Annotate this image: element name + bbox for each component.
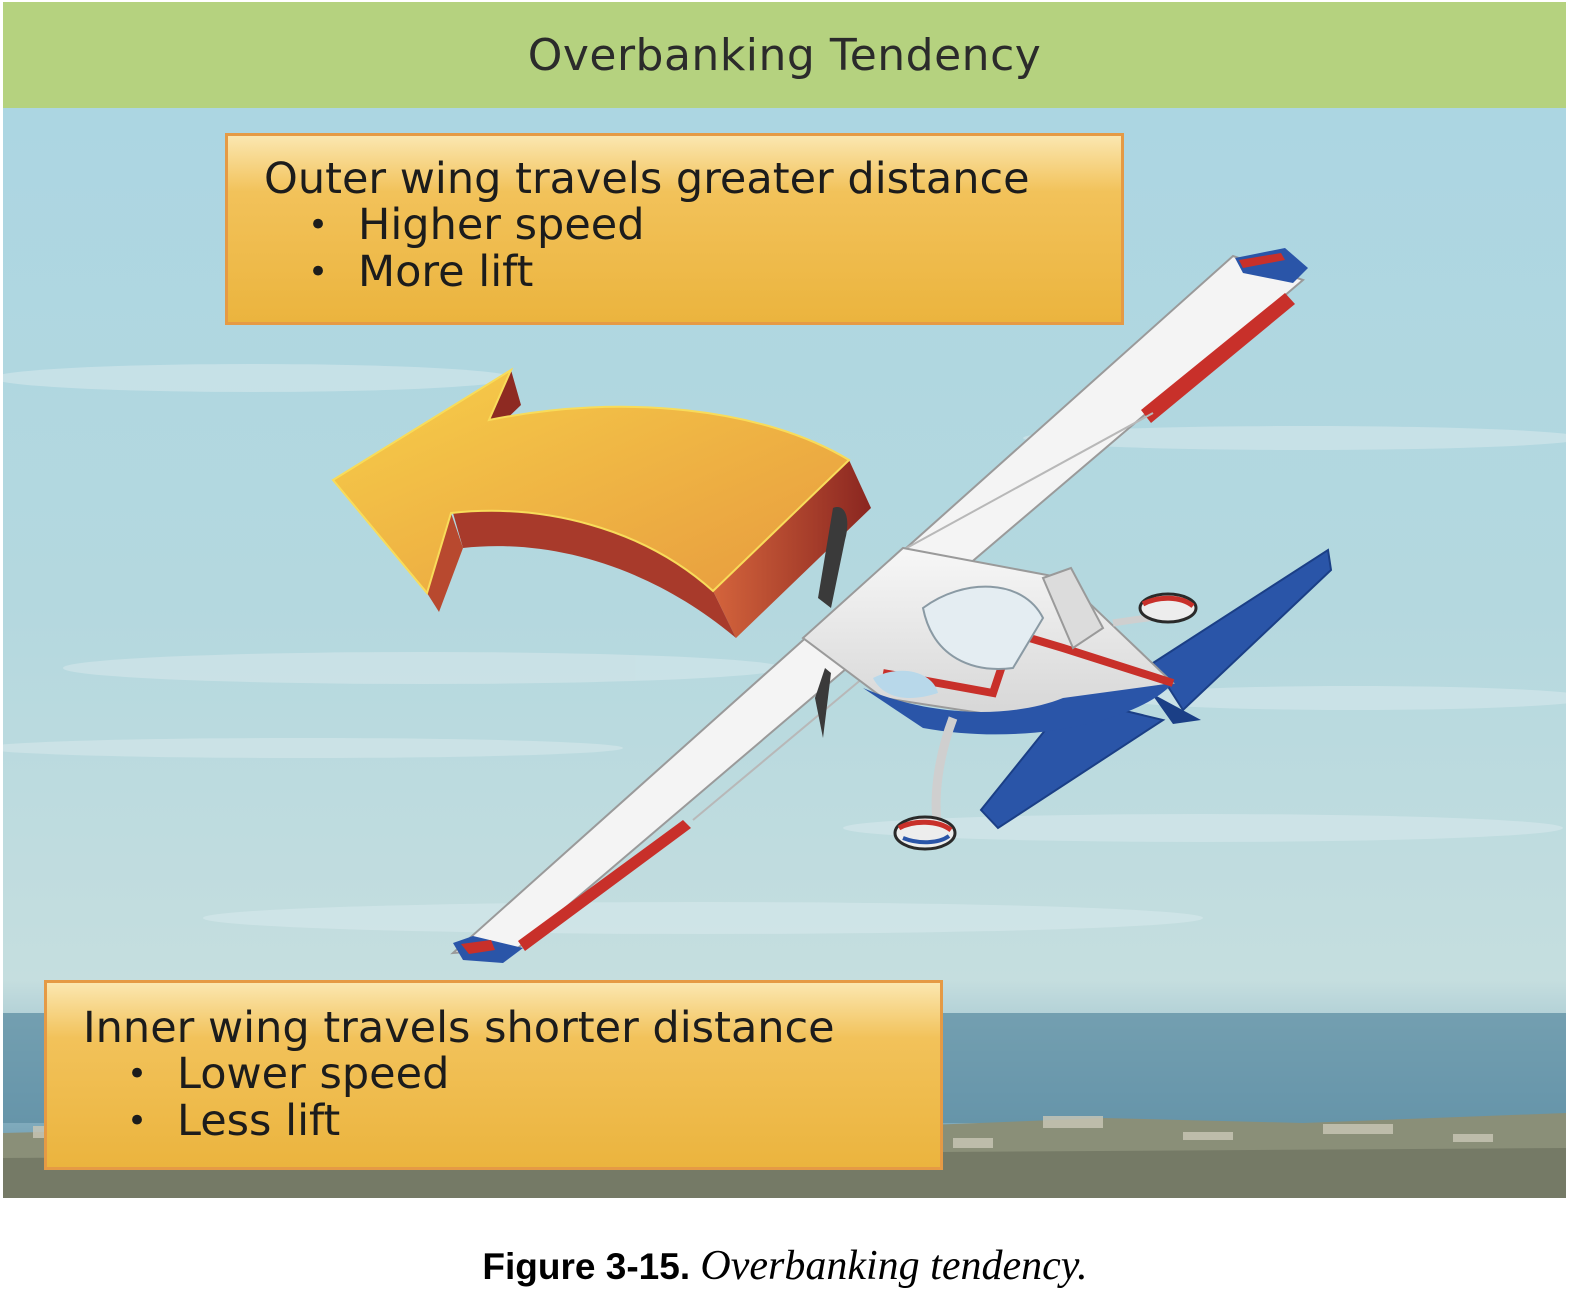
- bullet-icon: •: [308, 252, 329, 292]
- inner-wing-list: • Lower speed • Less lift: [83, 1051, 940, 1145]
- header-bar: Overbanking Tendency: [3, 2, 1566, 108]
- caption-text: Overbanking tendency.: [700, 1243, 1088, 1289]
- diagram-title: Overbanking Tendency: [527, 29, 1042, 81]
- inner-wing-callout: Inner wing travels shorter distance • Low…: [44, 980, 943, 1170]
- outer-wing-heading: Outer wing travels greater distance: [264, 154, 1030, 204]
- caption-label: Figure 3-15.: [482, 1246, 691, 1287]
- list-item: • More lift: [308, 249, 1121, 296]
- outer-wing-callout: Outer wing travels greater distance • Hig…: [225, 133, 1124, 325]
- inner-wing-bullet-speed: Lower speed: [177, 1049, 450, 1099]
- outer-wing-list: • Higher speed • More lift: [264, 202, 1121, 296]
- inner-wing-heading: Inner wing travels shorter distance: [83, 1003, 835, 1053]
- bullet-icon: •: [127, 1101, 148, 1141]
- bullet-icon: •: [308, 205, 329, 245]
- list-item: • Less lift: [127, 1098, 940, 1145]
- figure-caption: Figure 3-15. Overbanking tendency.: [0, 1242, 1570, 1290]
- outer-wing-bullet-lift: More lift: [358, 247, 534, 297]
- list-item: • Lower speed: [127, 1051, 940, 1098]
- list-item: • Higher speed: [308, 202, 1121, 249]
- bullet-icon: •: [127, 1054, 148, 1094]
- inner-wing-bullet-lift: Less lift: [177, 1096, 341, 1146]
- outer-wing-bullet-speed: Higher speed: [358, 200, 645, 250]
- cloud-streaks: [3, 364, 1566, 934]
- figure-panel: Overbanking Tendency: [3, 2, 1566, 1198]
- roll-direction-arrow: [331, 367, 871, 638]
- airplane-illustration: [450, 248, 1333, 963]
